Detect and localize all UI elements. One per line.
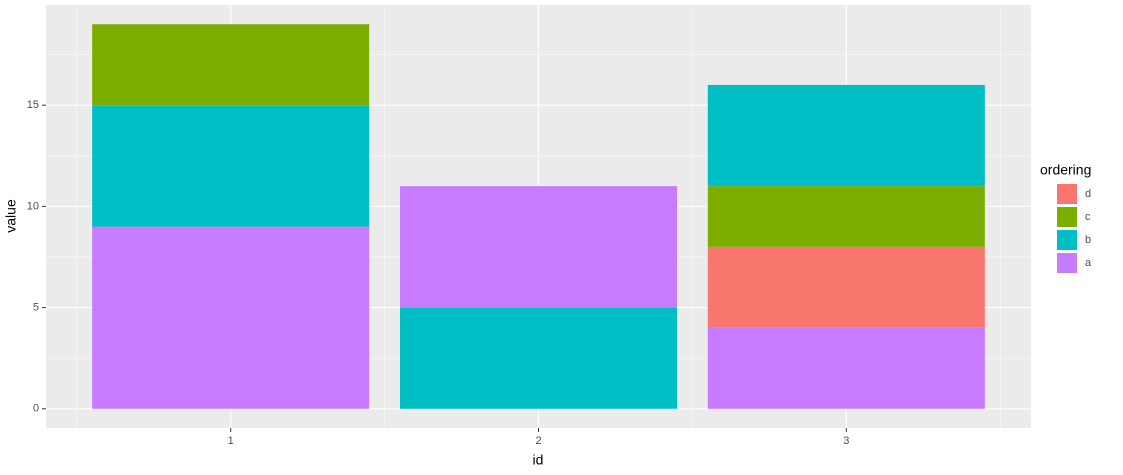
x-axis-title: id bbox=[533, 452, 544, 468]
bar-segment bbox=[707, 186, 985, 247]
legend-title: ordering bbox=[1040, 162, 1091, 178]
bar-segment bbox=[707, 327, 985, 409]
bar-segment bbox=[707, 84, 985, 187]
bar-segment bbox=[399, 186, 678, 308]
legend-key bbox=[1057, 230, 1077, 250]
legend-key bbox=[1057, 184, 1077, 204]
bar-segment bbox=[92, 105, 370, 227]
bar-segment bbox=[92, 24, 370, 106]
legend-label: a bbox=[1085, 257, 1092, 269]
legend-label: d bbox=[1085, 188, 1091, 200]
y-tick-label: 0 bbox=[33, 403, 39, 415]
y-tick-label: 15 bbox=[27, 99, 39, 111]
legend-key bbox=[1057, 207, 1077, 227]
legend-key bbox=[1057, 253, 1077, 273]
y-tick-label: 5 bbox=[33, 301, 39, 313]
legend-label: c bbox=[1085, 211, 1091, 223]
bar-segment bbox=[399, 307, 678, 409]
y-tick-label: 10 bbox=[27, 200, 39, 212]
y-axis-title: value bbox=[3, 199, 19, 233]
x-tick-label: 2 bbox=[535, 435, 541, 447]
x-tick-label: 3 bbox=[843, 435, 849, 447]
legend-label: b bbox=[1085, 234, 1091, 246]
bar-segment bbox=[707, 246, 985, 328]
x-tick-label: 1 bbox=[228, 435, 234, 447]
bar-segment bbox=[92, 226, 370, 409]
